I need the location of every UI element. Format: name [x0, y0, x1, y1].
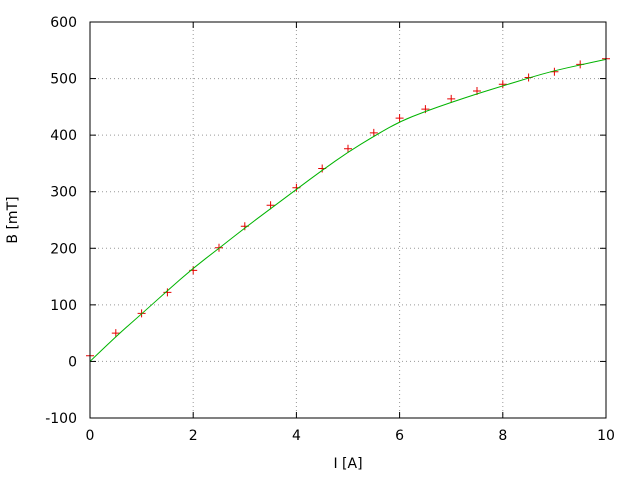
x-tick-label: 2	[189, 428, 198, 444]
data-point-marker	[447, 94, 456, 103]
y-tick-label: -100	[45, 411, 77, 427]
y-tick-label: 500	[50, 72, 77, 88]
data-point-marker	[111, 329, 120, 338]
x-tick-label: 8	[498, 428, 507, 444]
x-tick-label: 4	[292, 428, 301, 444]
data-point-marker	[266, 201, 275, 210]
y-axis-title: B [mT]	[5, 196, 21, 244]
y-tick-label: 400	[50, 128, 77, 144]
y-tick-label: 600	[50, 15, 77, 31]
y-tick-label: 0	[68, 354, 77, 370]
data-point-marker	[395, 114, 404, 123]
data-point-marker	[369, 128, 378, 137]
data-point-marker	[498, 80, 507, 89]
y-tick-label: 200	[50, 241, 77, 257]
x-tick-label: 6	[395, 428, 404, 444]
plot-border	[89, 21, 607, 419]
y-tick-label: 100	[50, 298, 77, 314]
y-tick-label: 300	[50, 185, 77, 201]
data-point-marker	[163, 288, 172, 297]
data-point-marker	[344, 144, 352, 153]
fit-curve-line	[90, 58, 606, 362]
x-tick-label: 10	[597, 428, 615, 444]
x-tick-label: 0	[86, 428, 95, 444]
x-axis-title: I [A]	[333, 456, 363, 472]
